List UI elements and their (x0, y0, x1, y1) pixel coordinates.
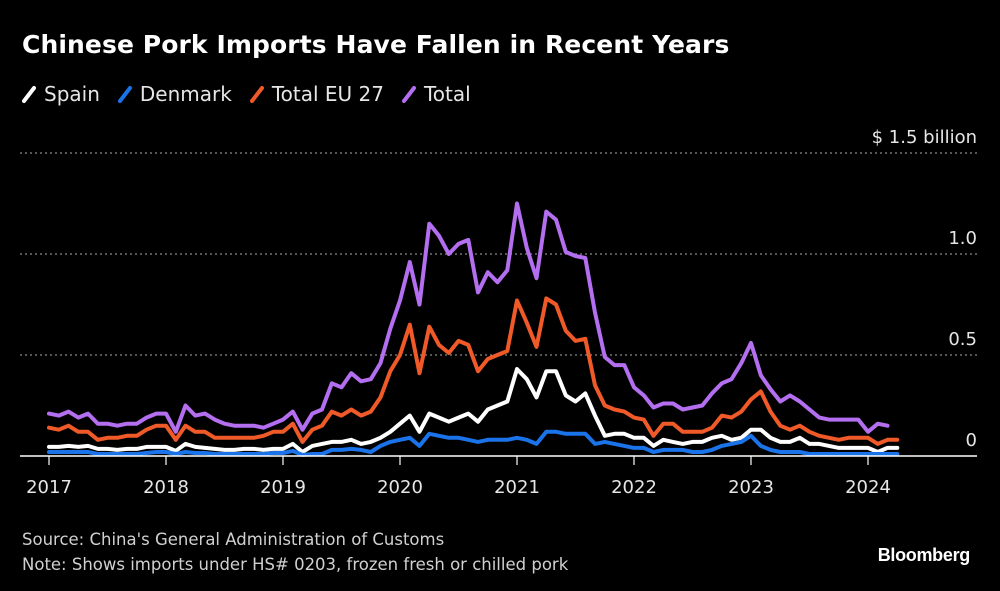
series-line-total-eu-27 (47, 296, 900, 446)
series-line-spain (47, 367, 900, 454)
legend-item-spain: Spain (22, 82, 100, 106)
bloomberg-logo: Bloomberg (877, 545, 971, 565)
series-line-denmark (47, 429, 900, 457)
legend-label-total: Total (423, 82, 471, 106)
legend-swatch-denmark-icon (117, 84, 132, 104)
legend-swatch-total-eu27-icon (249, 84, 264, 104)
legend-swatch-spain-icon (22, 84, 36, 104)
x-tick-label: 2018 (143, 477, 189, 498)
x-tick-label: 2021 (494, 477, 540, 498)
legend-label-spain: Spain (44, 82, 100, 106)
legend-item-total-eu27: Total EU 27 (249, 82, 384, 106)
legend-label-total-eu27: Total EU 27 (271, 82, 384, 106)
x-axis-ticks: 2017 2018 2019 2020 2021 2022 2023 2024 (26, 456, 891, 498)
source-note: Source: China's General Administration o… (22, 530, 445, 549)
series-lines (47, 201, 900, 457)
x-tick-label: 2023 (728, 477, 774, 498)
legend: Spain Denmark Total EU 27 Total (22, 82, 489, 106)
y-tick-label: 0.5 (948, 329, 977, 350)
x-tick-label: 2017 (26, 477, 72, 498)
x-tick-label: 2019 (260, 477, 306, 498)
x-tick-label: 2022 (611, 477, 657, 498)
legend-swatch-total-icon (401, 84, 416, 104)
y-tick-label: 0 (966, 430, 977, 451)
legend-item-total: Total (401, 82, 471, 106)
legend-item-denmark: Denmark (117, 82, 232, 106)
y-tick-label: 1.0 (948, 228, 977, 249)
x-tick-label: 2020 (377, 477, 423, 498)
x-tick-label: 2024 (845, 477, 891, 498)
footer: Source: China's General Administration o… (22, 527, 568, 577)
y-axis-labels: $ 1.5 billion 1.0 0.5 0 (872, 127, 977, 451)
y-tick-label: $ 1.5 billion (872, 127, 977, 148)
footnote: Note: Shows imports under HS# 0203, froz… (22, 555, 569, 574)
series-line-total (47, 201, 890, 434)
chart-title: Chinese Pork Imports Have Fallen in Rece… (22, 30, 730, 59)
legend-label-denmark: Denmark (139, 82, 232, 106)
gridlines (20, 152, 977, 356)
